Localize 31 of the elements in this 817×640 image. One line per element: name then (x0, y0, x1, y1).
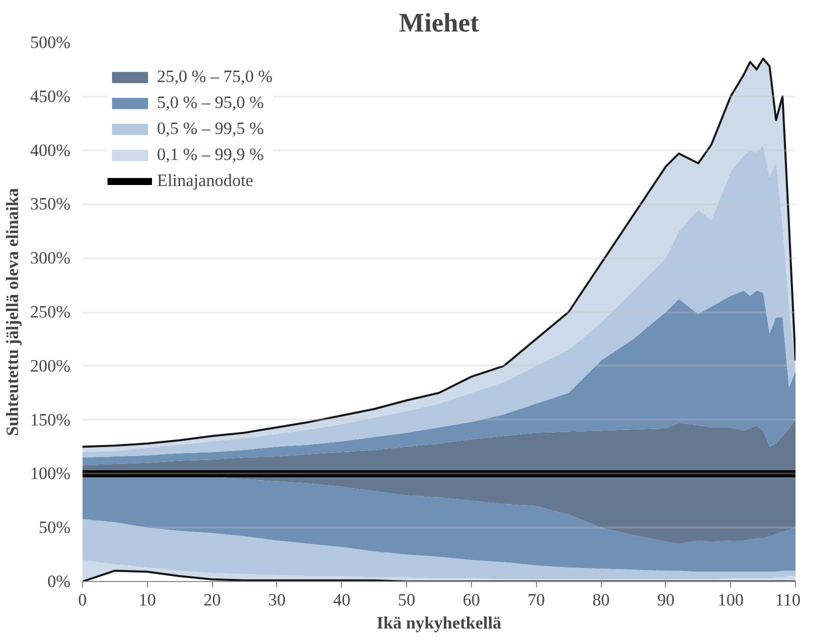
y-tick-label: 150% (30, 410, 71, 430)
y-tick-label: 250% (30, 302, 71, 322)
y-tick-label: 300% (30, 248, 71, 268)
y-tick-label: 0% (47, 572, 71, 591)
x-tick-label: 90 (657, 590, 675, 610)
legend-label: Elinajanodote (157, 171, 254, 191)
x-tick-label: 60 (462, 590, 480, 610)
legend-label: 5,0 % – 95,0 % (157, 93, 264, 113)
legend-label: 0,1 % – 99,9 % (157, 145, 264, 165)
y-tick-label: 200% (30, 356, 71, 376)
x-tick-label: 20 (203, 590, 221, 610)
y-axis-title: Suhteutettu jäljellä oleva elinaika (3, 188, 22, 436)
x-tick-label: 0 (78, 590, 87, 610)
legend-label: 25,0 % – 75,0 % (157, 67, 273, 87)
x-tick-label: 40 (333, 590, 350, 610)
x-tick-label: 110 (775, 590, 801, 610)
x-tick-label: 100 (718, 590, 744, 610)
y-tick-label: 350% (30, 194, 71, 214)
x-tick-label: 70 (528, 590, 545, 610)
x-tick-label: 80 (592, 590, 610, 610)
y-tick-label: 100% (30, 464, 71, 484)
x-tick-label: 10 (138, 590, 156, 610)
chart-title: Miehet (399, 8, 480, 38)
y-tick-label: 450% (30, 86, 71, 106)
x-axis-title: Ikä nykyhetkellä (376, 614, 502, 632)
y-tick-label: 400% (30, 140, 71, 160)
legend-label: 0,5 % – 99,5 % (157, 119, 264, 139)
x-tick-label: 50 (398, 590, 416, 610)
y-tick-label: 50% (38, 518, 71, 538)
y-tick-label: 500% (30, 33, 71, 52)
x-tick-label: 30 (268, 590, 286, 610)
